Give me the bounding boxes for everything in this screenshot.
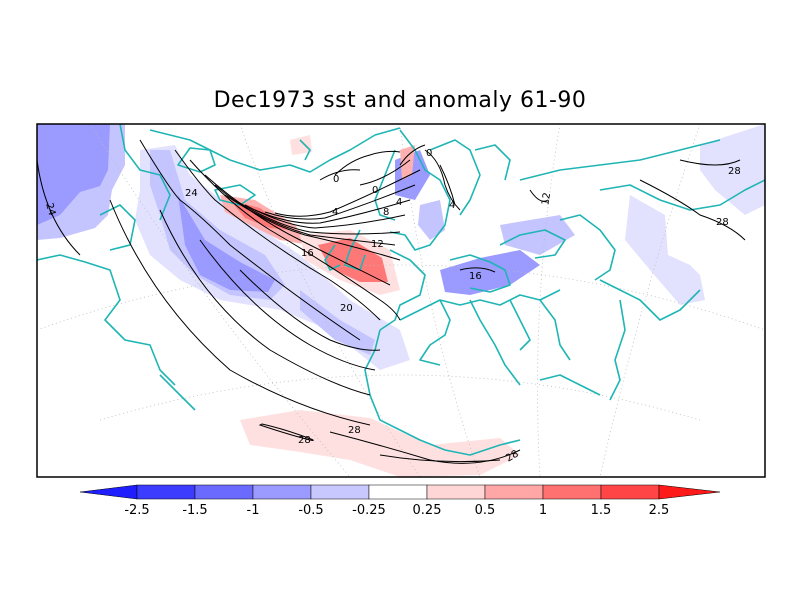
anomaly-pos-area-south (240, 410, 520, 477)
contour-label: 28 (716, 217, 729, 228)
colorbar-label: 0.5 (475, 503, 496, 518)
anomaly-neg-area-west-core (37, 124, 110, 225)
map-title: Dec1973 sst and anomaly 61-90 (213, 88, 587, 113)
anomaly-neg-area-atlantic (150, 150, 285, 300)
contour-label: 28 (728, 166, 741, 177)
contour-label: 4 (332, 207, 338, 218)
contour-label: 0 (333, 174, 339, 185)
contour-label: 0 (372, 185, 378, 196)
coastlines (37, 124, 765, 456)
colorbar-label: -0.25 (352, 503, 386, 518)
contour-label: 20 (340, 303, 353, 314)
colorbar (79, 484, 721, 500)
anomaly-neg-area-baltic (418, 200, 445, 240)
contour-label: 16 (301, 248, 314, 259)
contour-label: 24 (43, 202, 57, 217)
colorbar-label: 1 (539, 503, 547, 518)
contour-label: 8 (383, 207, 389, 218)
contour-label: 24 (185, 188, 198, 199)
anomaly-pos-area-north-sea (318, 238, 388, 282)
contour-label: 0 (426, 148, 432, 159)
sst-contours (37, 139, 746, 464)
contour-label: 28 (298, 435, 311, 446)
contour-label: 12 (371, 239, 384, 250)
colorbar-label: -1.5 (182, 503, 207, 518)
colorbar-labels: -2.5 -1.5 -1 -0.5 -0.25 0.25 0.5 1 1.5 2… (124, 503, 669, 518)
contour-label: 16 (469, 271, 482, 282)
contour-label: 28 (348, 425, 361, 436)
anomaly-pos-area-svalbard (290, 135, 312, 155)
colorbar-label: -1 (247, 503, 260, 518)
anomaly-fills (37, 124, 765, 477)
contour-label: 4 (396, 197, 402, 208)
colorbar-label: 0.25 (413, 503, 442, 518)
contour-label: 4 (449, 200, 455, 211)
colorbar-label: -2.5 (124, 503, 149, 518)
anomaly-neg-area-atlantic-light (135, 145, 410, 370)
colorbar-label: 1.5 (591, 503, 612, 518)
colorbar-label: 2.5 (649, 503, 670, 518)
anomaly-neg-area-east (625, 195, 705, 305)
colorbar-label: -0.5 (298, 503, 323, 518)
anomaly-neg-area-mediterranean-light (500, 215, 575, 255)
anomaly-neg-area-atlantic-core (178, 195, 275, 292)
anomaly-neg-area-atlantic-east (300, 290, 375, 355)
graticule (37, 124, 765, 477)
map-frame (36, 123, 766, 478)
anomaly-neg-area-mediterranean (440, 250, 540, 295)
anomaly-neg-area-northeast (700, 124, 765, 215)
contour-label: 12 (540, 192, 553, 206)
